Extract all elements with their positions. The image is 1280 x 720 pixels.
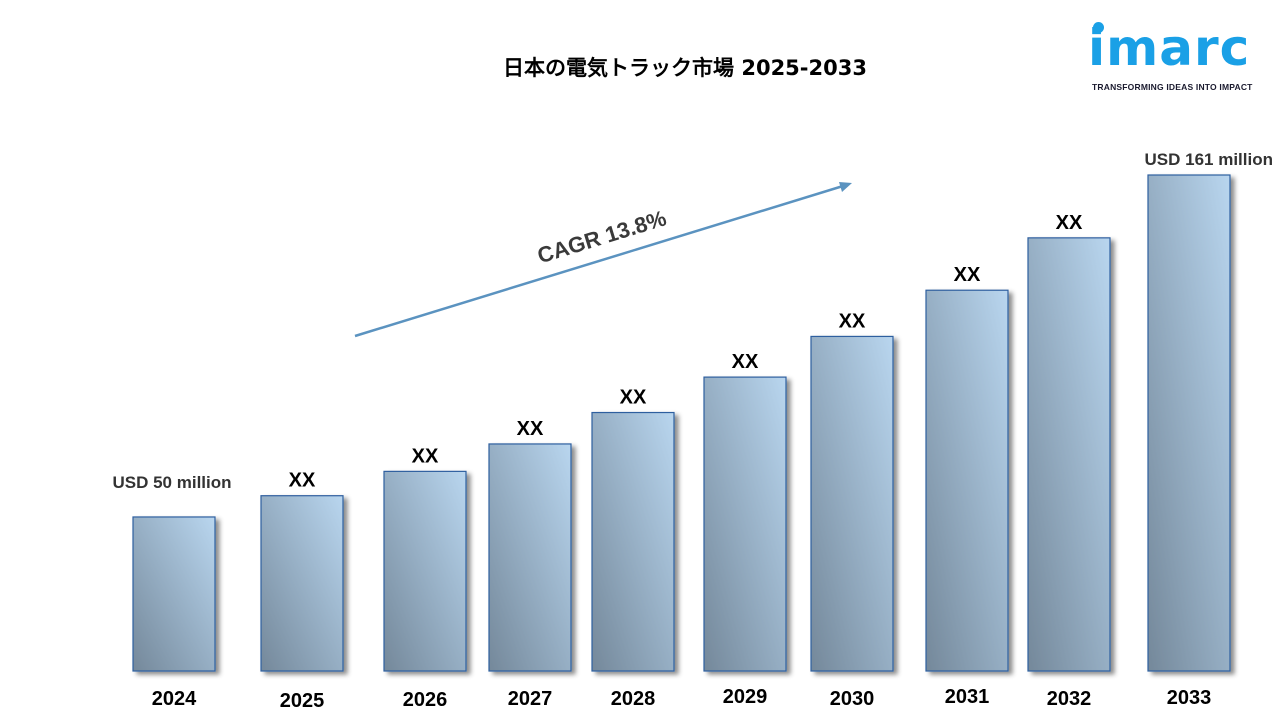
data-label-2027: XX: [517, 418, 544, 440]
data-label-2032: XX: [1056, 212, 1083, 234]
tick-label-2027: 2027: [508, 688, 553, 710]
imarc-logo: imarc TRANSFORMING IDEAS INTO IMPACT: [1088, 18, 1264, 98]
bar-2025: [260, 495, 344, 672]
data-label-2030: XX: [839, 310, 866, 332]
x-axis-tick-labels: 2024 2025 2026 2027 2028 2029 2030 2031 2032 2033: [152, 686, 1212, 712]
bars: [132, 174, 1231, 672]
bar-2032: [1027, 237, 1111, 672]
data-label-2028: XX: [620, 387, 647, 409]
bar-2031: [925, 289, 1009, 672]
data-label-2026: XX: [412, 445, 439, 467]
logo-tagline: TRANSFORMING IDEAS INTO IMPACT: [1092, 82, 1253, 92]
logo-dot-icon: [1093, 22, 1104, 33]
bar-2033: [1147, 174, 1231, 672]
data-labels: USD 50 million XX XX XX XX XX XX XX XX USD 161 mi…: [112, 150, 1273, 492]
tick-label-2029: 2029: [723, 686, 768, 708]
arrowhead-icon: [839, 182, 852, 192]
cagr-arrow: CAGR 13.8%: [354, 182, 852, 338]
data-label-2029: XX: [732, 351, 759, 373]
data-label-2025: XX: [289, 470, 316, 492]
tick-label-2025: 2025: [280, 690, 325, 712]
bar-2030: [810, 335, 894, 672]
chart-title: 日本の電気トラック市場 2025-2033: [503, 56, 867, 80]
tick-label-2032: 2032: [1047, 688, 1092, 710]
data-label-2024: USD 50 million: [112, 473, 231, 492]
tick-label-2033: 2033: [1167, 687, 1212, 709]
data-label-2031: XX: [954, 264, 981, 286]
tick-label-2031: 2031: [945, 686, 990, 708]
data-label-2033: USD 161 million: [1145, 150, 1273, 169]
tick-label-2030: 2030: [830, 688, 875, 710]
logo-wordmark: imarc: [1088, 19, 1251, 77]
bar-2027: [488, 443, 572, 672]
cagr-arrow-line: [354, 184, 844, 338]
bar-2024: [132, 516, 216, 672]
tick-label-2026: 2026: [403, 689, 448, 711]
tick-label-2024: 2024: [152, 688, 197, 710]
bar-2026: [383, 470, 467, 672]
tick-label-2028: 2028: [611, 688, 656, 710]
bar-2028: [591, 411, 675, 672]
bar-2029: [703, 376, 787, 672]
